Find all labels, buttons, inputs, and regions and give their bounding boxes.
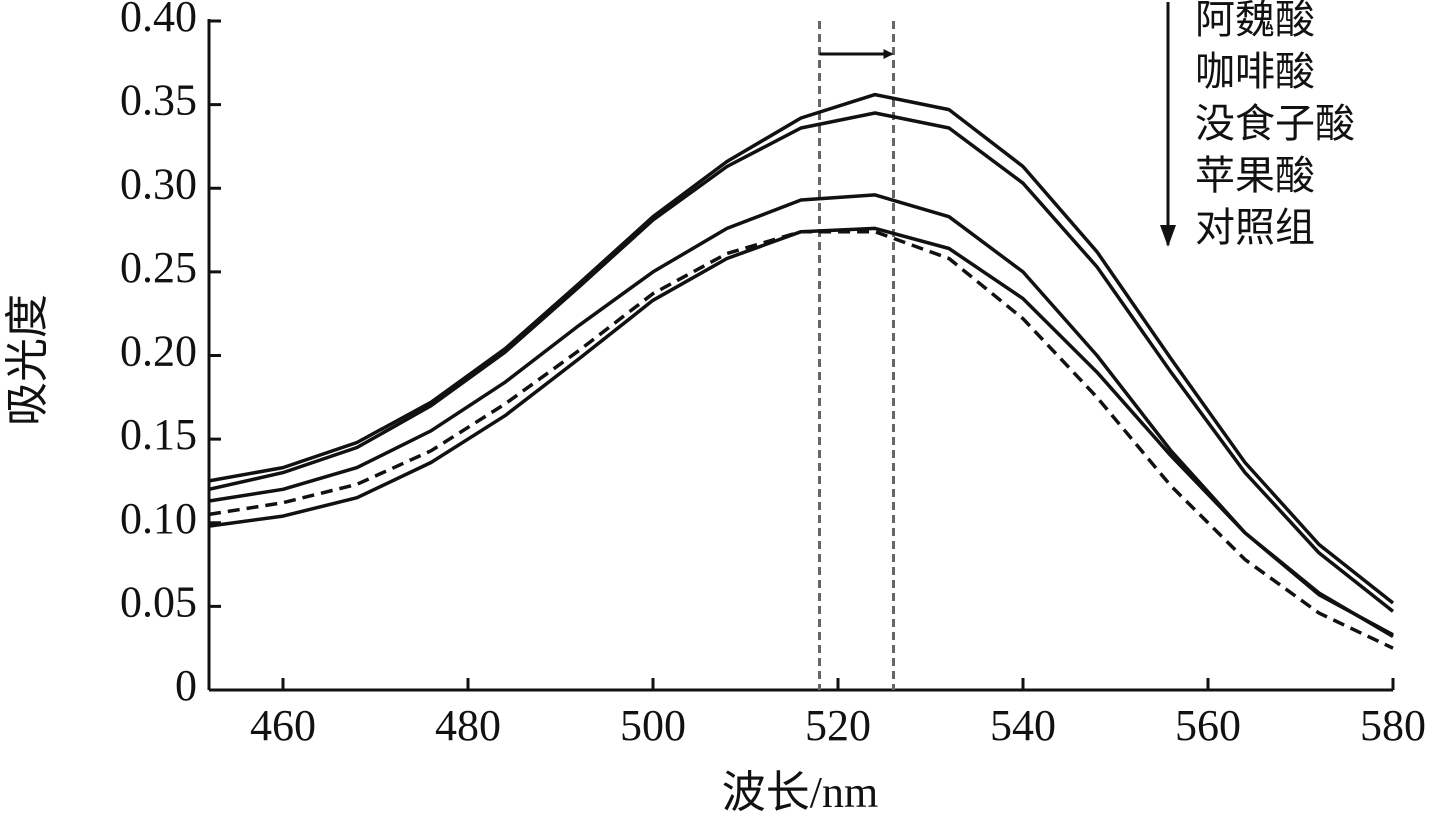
y-axis-label: 吸光度: [3, 294, 52, 426]
x-tick-label: 500: [620, 701, 686, 750]
legend-label: 阿魏酸: [1195, 0, 1315, 42]
legend-label: 没食子酸: [1195, 101, 1355, 146]
y-tick-label: 0.30: [120, 159, 197, 208]
x-tick-label: 460: [250, 701, 316, 750]
x-tick-label: 480: [435, 701, 501, 750]
y-tick-label: 0.40: [120, 0, 197, 41]
legend-label: 对照组: [1195, 205, 1315, 250]
y-tick-label: 0.10: [120, 494, 197, 543]
y-tick-label: 0: [175, 661, 197, 710]
x-tick-label: 580: [1360, 701, 1426, 750]
legend-label: 咖啡酸: [1195, 49, 1315, 94]
x-tick-label: 560: [1175, 701, 1241, 750]
x-tick-label: 520: [805, 701, 871, 750]
series-line: [208, 193, 1394, 637]
y-tick-label: 0.35: [120, 76, 197, 125]
series-line: [208, 92, 1395, 605]
series-line: [208, 229, 1394, 650]
legend-label: 苹果酸: [1195, 153, 1315, 198]
y-tick-label: 0.20: [120, 327, 197, 376]
y-tick-label: 0.05: [120, 577, 197, 626]
y-tick-label: 0.15: [120, 410, 197, 459]
x-tick-label: 540: [990, 701, 1056, 750]
y-tick-label: 0.25: [120, 243, 197, 292]
series-line: [208, 111, 1395, 613]
x-axis-label: 波长/nm: [722, 768, 878, 817]
